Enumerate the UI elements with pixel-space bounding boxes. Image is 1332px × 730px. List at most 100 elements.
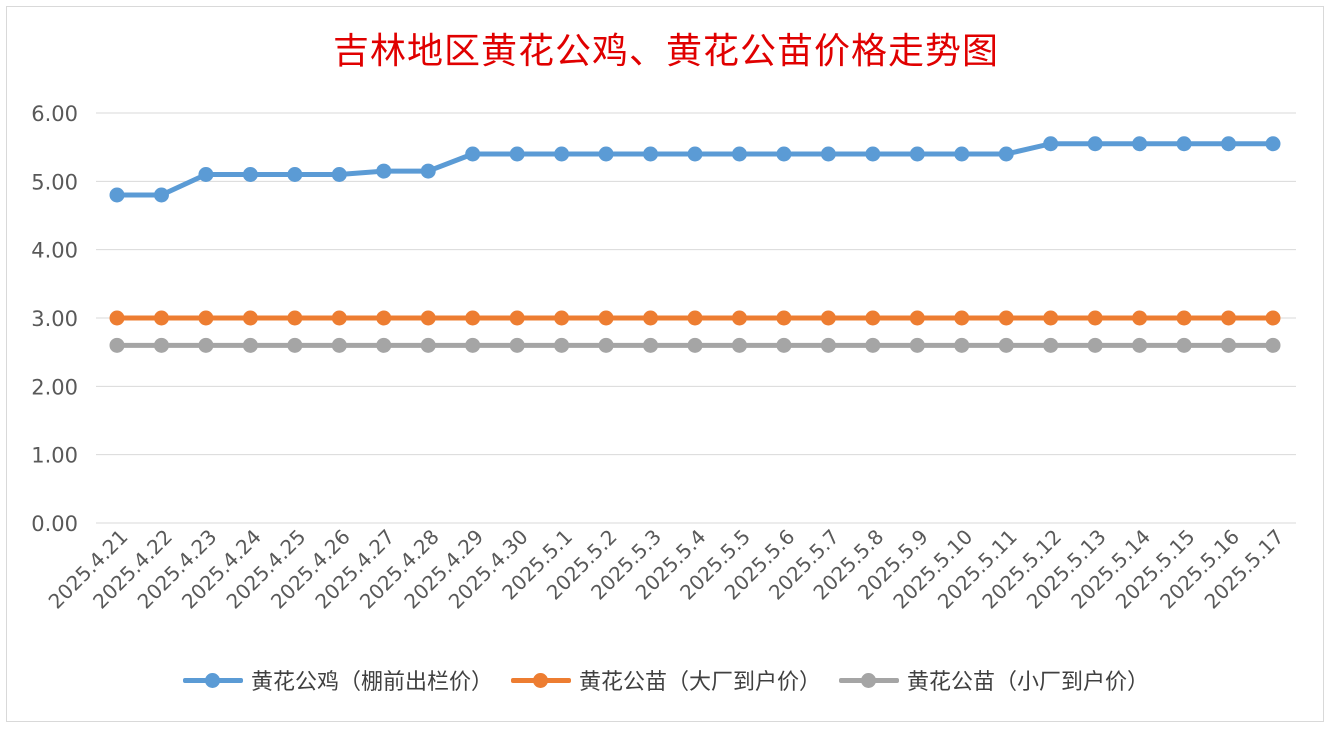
series-1-point-14 [731,310,747,326]
series-1-point-4 [287,310,303,326]
series-2-point-11 [598,337,614,353]
legend-label-2: 黄花公苗（小厂到户价） [907,670,1150,695]
series-0-point-18 [909,146,925,162]
series-2-point-3 [242,337,258,353]
series-2-point-4 [287,337,303,353]
series-1-point-26 [1265,310,1281,326]
series-2-point-2 [198,337,214,353]
series-1-point-3 [242,310,258,326]
series-0-point-11 [598,146,614,162]
series-0-point-0 [109,187,125,203]
series-1-point-1 [153,310,169,326]
series-2-point-9 [509,337,525,353]
series-2-point-19 [954,337,970,353]
series-0-point-22 [1087,136,1103,152]
series-1-point-25 [1221,310,1237,326]
y-tick-label-6: 6.00 [31,102,78,126]
series-2-point-17 [865,337,881,353]
series-2-point-1 [153,337,169,353]
series-1-point-7 [420,310,436,326]
series-1-point-23 [1132,310,1148,326]
series-1-point-8 [465,310,481,326]
series-2-point-15 [776,337,792,353]
legend: 黄花公鸡（棚前出栏价） 黄花公苗（大厂到户价） 黄花公苗（小厂到户价） [0,664,1332,696]
y-tick-label-4: 4.00 [31,239,78,263]
series-0-point-25 [1221,136,1237,152]
series-2-point-24 [1176,337,1192,353]
series-2-point-5 [331,337,347,353]
series-0-point-19 [954,146,970,162]
series-0-point-16 [820,146,836,162]
legend-label-0: 黄花公鸡（棚前出栏价） [250,670,493,695]
series-1-point-22 [1087,310,1103,326]
series-2-point-26 [1265,337,1281,353]
series-0-point-10 [554,146,570,162]
legend-item-1[interactable]: 黄花公苗（大厂到户价） [510,664,821,696]
series-2-point-21 [1043,337,1059,353]
series-1-point-10 [554,310,570,326]
series-0-point-14 [731,146,747,162]
legend-marker-1 [510,670,571,690]
series-0-point-5 [331,167,347,182]
series-2-point-14 [731,337,747,353]
legend-marker-2 [839,670,899,690]
series-0-point-21 [1043,136,1059,152]
series-0-point-20 [998,146,1014,162]
series-1-point-11 [598,310,614,326]
series-0-point-3 [242,167,258,182]
series-1-point-12 [643,310,659,326]
series-1-point-17 [865,310,881,326]
legend-item-2[interactable]: 黄花公苗（小厂到户价） [839,664,1149,696]
series-2-point-20 [998,337,1014,353]
series-1-point-20 [998,310,1014,326]
series-0-point-17 [865,146,881,162]
series-0-point-8 [465,146,481,162]
series-2-point-18 [909,337,925,353]
series-2-point-23 [1132,337,1148,353]
y-tick-label-5: 5.00 [31,170,78,194]
y-tick-label-1: 1.00 [31,444,78,468]
series-1-point-13 [687,310,703,326]
series-0-point-12 [643,146,659,162]
series-2-point-7 [420,337,436,353]
series-2-point-13 [687,337,703,353]
series-1-point-24 [1176,310,1192,326]
series-1-point-5 [331,310,347,326]
series-0-point-6 [376,163,392,179]
y-tick-label-0: 0.00 [31,512,78,536]
series-2-point-22 [1087,337,1103,353]
series-1-point-2 [198,310,214,326]
y-tick-label-3: 3.00 [31,307,78,331]
chart-title: 吉林地区黄花公鸡、黄花公苗价格走势图 [332,31,999,72]
series-2-point-6 [376,337,392,353]
series-1-point-18 [909,310,925,326]
series-0-point-9 [509,146,525,162]
series-0-point-13 [687,146,703,162]
legend-item-0[interactable]: 黄花公鸡（棚前出栏价） [182,664,493,696]
series-2-point-25 [1221,337,1237,353]
series-0-point-24 [1176,136,1192,152]
legend-label-1: 黄花公苗（大厂到户价） [578,670,821,695]
series-1-point-19 [954,310,970,326]
series-1-point-21 [1043,310,1059,326]
series-2-point-0 [109,337,125,353]
series-2-point-8 [465,337,481,353]
series-2-point-16 [820,337,836,353]
series-1-point-15 [776,310,792,326]
series-0-point-15 [776,146,792,162]
series-2-point-10 [554,337,570,353]
series-0-point-2 [198,167,214,182]
series-0-point-7 [420,163,436,179]
series-1-point-9 [509,310,525,326]
series-0-point-26 [1265,136,1281,152]
series-0-point-23 [1132,136,1148,152]
series-2-point-12 [643,337,659,353]
series-0-point-1 [153,187,169,203]
series-0-point-4 [287,167,303,182]
series-1-point-16 [820,310,836,326]
y-tick-label-2: 2.00 [31,375,78,399]
series-1-point-0 [109,310,125,326]
chart-area [6,6,1324,722]
legend-marker-0 [182,670,243,690]
